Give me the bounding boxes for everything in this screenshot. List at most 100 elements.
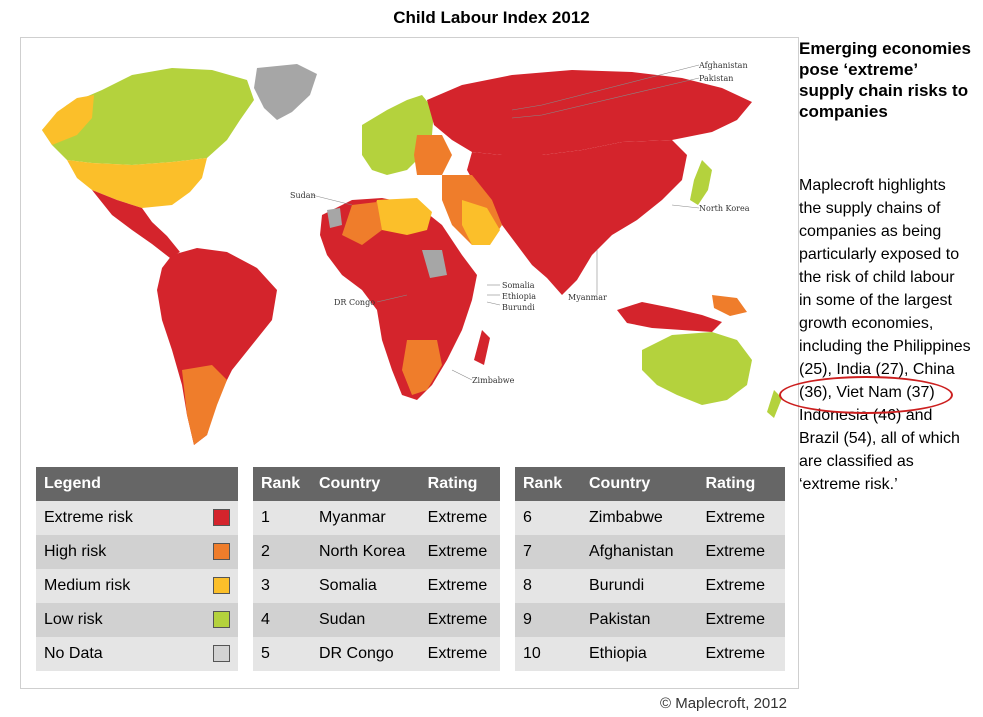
table-row: 3 Somalia Extreme (253, 569, 500, 603)
madagascar (474, 330, 490, 365)
legend-row: No Data (36, 637, 238, 671)
table-row: 9 Pakistan Extreme (515, 603, 785, 637)
legend-label: Medium risk (36, 569, 190, 603)
greenland (254, 64, 317, 120)
country-cell: DR Congo (311, 637, 420, 671)
rating-cell: Extreme (697, 501, 785, 535)
swatch-high (213, 543, 230, 561)
algeria (342, 202, 382, 245)
legend-row: Low risk (36, 603, 238, 637)
swatch-nodata (213, 645, 230, 663)
label-afghanistan: Afghanistan (698, 61, 748, 70)
header-country: Country (311, 467, 420, 501)
side-body-text: Maplecroft highlights the supply chains … (799, 177, 971, 493)
rating-cell: Extreme (697, 637, 785, 671)
rank-cell: 1 (253, 501, 311, 535)
label-zimbabwe: Zimbabwe (472, 376, 515, 385)
country-cell: North Korea (311, 535, 420, 569)
header-rating: Rating (419, 467, 500, 501)
swatch-extreme (213, 509, 230, 527)
rating-cell: Extreme (419, 603, 500, 637)
country-cell: Somalia (311, 569, 420, 603)
legend-label: Low risk (36, 603, 190, 637)
rank-cell: 10 (515, 637, 581, 671)
label-myanmar: Myanmar (568, 293, 607, 302)
table-row: 7 Afghanistan Extreme (515, 535, 785, 569)
country-cell: Sudan (311, 603, 420, 637)
arabia (462, 200, 500, 245)
rank-cell: 8 (515, 569, 581, 603)
legend-row: High risk (36, 535, 238, 569)
legend-row: Medium risk (36, 569, 238, 603)
png (712, 295, 747, 316)
russia (427, 70, 752, 155)
swatch-medium (213, 577, 230, 595)
rating-cell: Extreme (697, 535, 785, 569)
rating-cell: Extreme (419, 569, 500, 603)
label-dr-congo: DR Congo (334, 298, 375, 307)
side-heading: Emerging economies pose ‘extreme’ supply… (799, 39, 971, 121)
argentina (182, 365, 227, 445)
canada (42, 68, 254, 165)
country-cell: Pakistan (581, 603, 698, 637)
country-cell: Myanmar (311, 501, 420, 535)
rank-cell: 6 (515, 501, 581, 535)
table-row: 8 Burundi Extreme (515, 569, 785, 603)
label-somalia: Somalia (502, 281, 535, 290)
header-country: Country (581, 467, 698, 501)
sudan-region (422, 250, 447, 278)
rating-cell: Extreme (419, 637, 500, 671)
south-africa (402, 340, 442, 395)
legend-label: High risk (36, 535, 190, 569)
alaska (42, 95, 94, 145)
header-rank: Rank (253, 467, 311, 501)
north-africa (372, 198, 432, 235)
table-row: 5 DR Congo Extreme (253, 637, 500, 671)
asia (467, 140, 687, 295)
rating-cell: Extreme (697, 603, 785, 637)
country-cell: Ethiopia (581, 637, 698, 671)
page-title: Child Labour Index 2012 (393, 8, 590, 27)
western-sahara (327, 208, 342, 228)
legend-header: Legend (36, 467, 238, 501)
rank-cell: 5 (253, 637, 311, 671)
copyright: © Maplecroft, 2012 (660, 695, 787, 712)
country-cell: Afghanistan (581, 535, 698, 569)
rating-cell: Extreme (419, 501, 500, 535)
new-zealand (767, 390, 782, 418)
label-burundi: Burundi (502, 303, 535, 312)
header-rating: Rating (697, 467, 785, 501)
legend-table: Legend Extreme risk High risk Medium ris… (36, 467, 238, 671)
rank-table-left: Rank Country Rating 1 Myanmar Extreme 2 Nor… (253, 467, 500, 671)
label-ethiopia: Ethiopia (502, 292, 536, 301)
highlight-circle (779, 376, 953, 414)
world-map: Afghanistan Pakistan Sudan North Korea S… (42, 61, 782, 445)
rating-cell: Extreme (419, 535, 500, 569)
legend-label: Extreme risk (36, 501, 190, 535)
rank-cell: 9 (515, 603, 581, 637)
label-sudan: Sudan (290, 191, 316, 200)
table-row: 1 Myanmar Extreme (253, 501, 500, 535)
usa (67, 158, 207, 208)
label-pakistan: Pakistan (699, 74, 733, 83)
table-row: 6 Zimbabwe Extreme (515, 501, 785, 535)
legend-label: No Data (36, 637, 190, 671)
country-cell: Zimbabwe (581, 501, 698, 535)
swatch-low (213, 611, 230, 629)
rank-table-right: Rank Country Rating 6 Zimbabwe Extreme 7 Af… (515, 467, 785, 671)
header-rank: Rank (515, 467, 581, 501)
australia (642, 332, 752, 405)
japan (690, 160, 712, 205)
label-north-korea: North Korea (699, 204, 750, 213)
rank-cell: 3 (253, 569, 311, 603)
rank-cell: 4 (253, 603, 311, 637)
rank-cell: 2 (253, 535, 311, 569)
east-europe (414, 135, 452, 175)
table-row: 4 Sudan Extreme (253, 603, 500, 637)
indonesia (617, 302, 722, 332)
country-cell: Burundi (581, 569, 698, 603)
table-row: 10 Ethiopia Extreme (515, 637, 785, 671)
table-row: 2 North Korea Extreme (253, 535, 500, 569)
legend-row: Extreme risk (36, 501, 238, 535)
mexico (92, 190, 180, 258)
